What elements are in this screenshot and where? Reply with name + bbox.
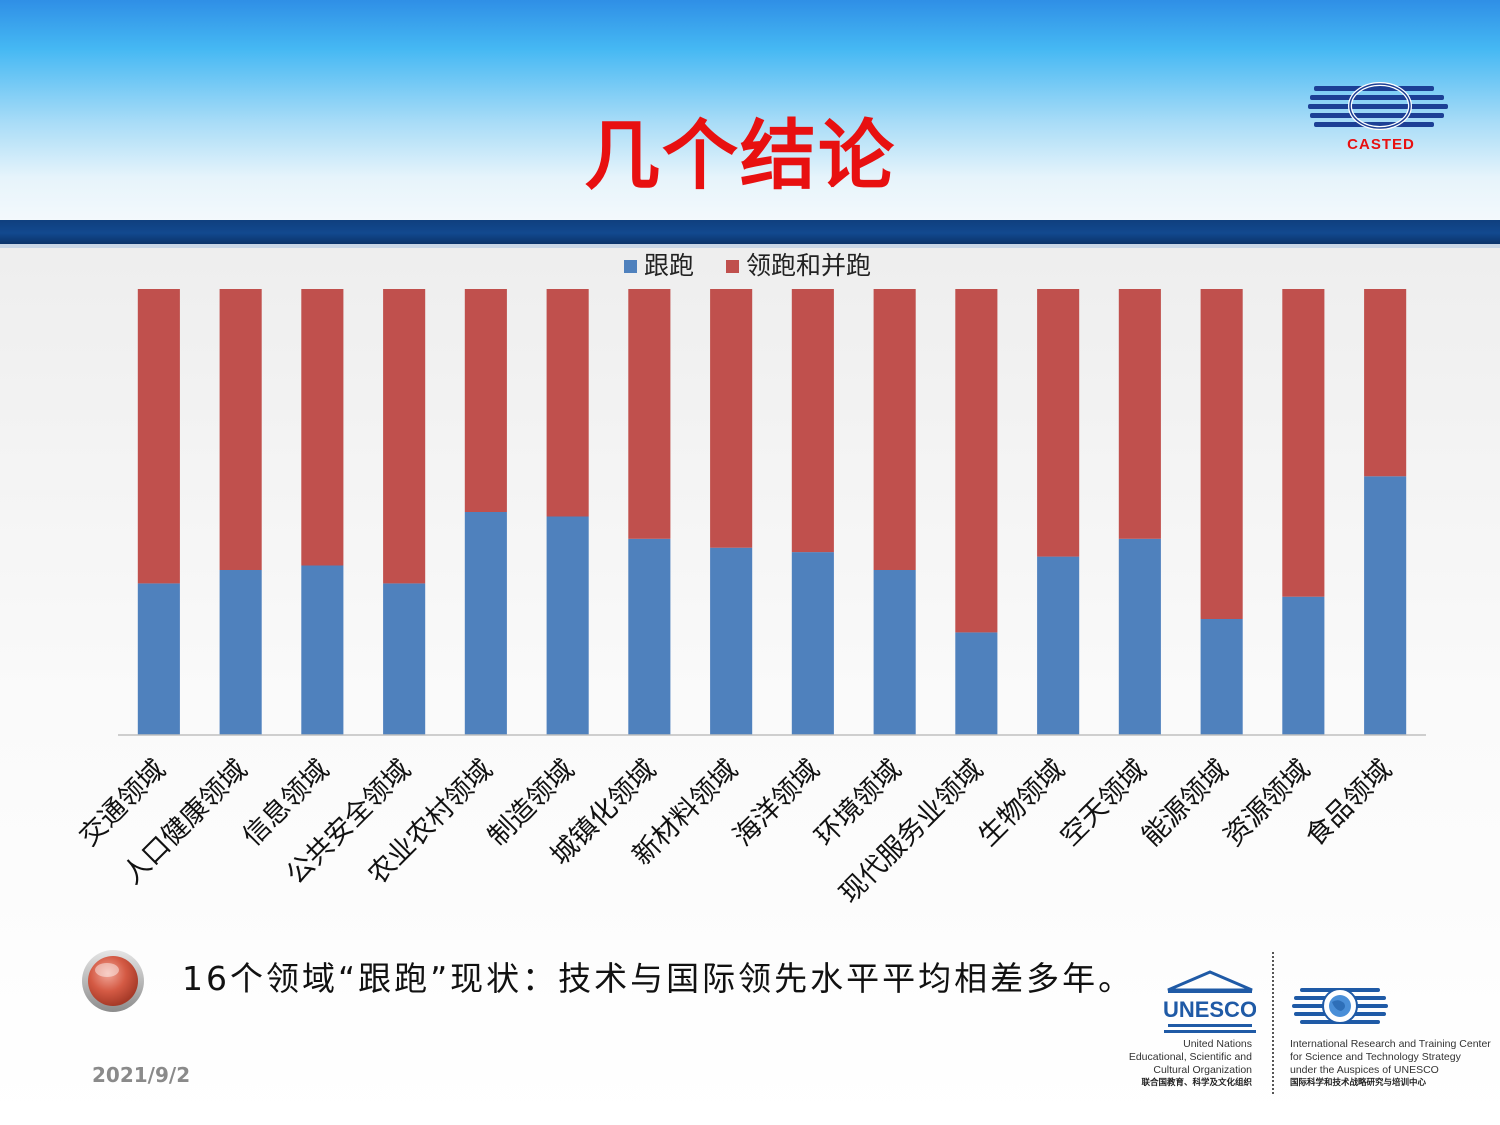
bar-lead-14 — [1282, 289, 1325, 597]
logo-divider — [1272, 952, 1274, 1094]
conclusion-text: 16个领域“跟跑”现状：技术与国际领先水平平均相差多年。 — [182, 959, 1135, 998]
x-tick-label-12: 空天领域 — [1055, 754, 1153, 852]
bar-lead-2 — [301, 289, 344, 566]
bar-lead-3 — [383, 289, 426, 584]
unesco-caption-cn: 联合国教育、科学及文化组织 — [1141, 1078, 1252, 1088]
header-background — [0, 0, 1500, 222]
chart-bars — [137, 289, 1407, 735]
irtc-caption-cn: 国际科学和技术战略研究与培训中心 — [1290, 1078, 1427, 1088]
unesco-caption-3: Cultural Organization — [1153, 1064, 1252, 1076]
bar-lead-10 — [955, 289, 998, 633]
bar-follow-10 — [955, 632, 998, 735]
bar-follow-13 — [1200, 619, 1243, 735]
bar-lead-8 — [791, 289, 834, 553]
bar-follow-6 — [628, 538, 671, 735]
bar-follow-4 — [464, 512, 507, 735]
bar-follow-11 — [1037, 556, 1080, 735]
legend-label-1: 领跑和并跑 — [746, 251, 871, 280]
slide-title: 几个结论 — [584, 111, 896, 200]
x-tick-label-15: 食品领域 — [1300, 754, 1398, 852]
bar-follow-7 — [710, 547, 753, 735]
bar-lead-11 — [1037, 289, 1080, 557]
bar-lead-12 — [1118, 289, 1161, 539]
slide-date: 2021/9/2 — [92, 1063, 191, 1087]
x-tick-label-8: 海洋领域 — [728, 754, 826, 852]
bar-lead-5 — [546, 289, 589, 517]
bar-follow-3 — [383, 583, 426, 735]
bar-follow-15 — [1364, 476, 1407, 735]
bar-follow-0 — [137, 583, 180, 735]
x-tick-label-10: 现代服务业领域 — [834, 754, 990, 910]
legend-label-0: 跟跑 — [644, 251, 694, 280]
bar-follow-1 — [219, 570, 262, 735]
header-stripe — [0, 244, 1500, 248]
bar-follow-5 — [546, 516, 589, 735]
casted-wordmark: CASTED — [1347, 136, 1415, 153]
x-axis-labels: 交通领域人口健康领域信息领域公共安全领域农业农村领域制造领域城镇化领域新材料领域… — [74, 754, 1398, 910]
x-tick-label-13: 能源领域 — [1136, 754, 1234, 852]
bullet-icon — [80, 948, 146, 1014]
legend-swatch-1 — [726, 260, 739, 273]
unesco-caption-2: Educational, Scientific and — [1128, 1051, 1252, 1063]
unesco-wordmark: UNESCO — [1164, 997, 1256, 1022]
bar-lead-0 — [137, 289, 180, 584]
irtc-logo — [1292, 988, 1388, 1024]
unesco-logo: UNESCO — [1164, 970, 1256, 1033]
chart-legend: 跟跑 领跑和并跑 — [624, 251, 871, 280]
legend-swatch-0 — [624, 260, 637, 273]
bar-lead-1 — [219, 289, 262, 570]
stacked-bar-chart: 跟跑 领跑和并跑 交通领域人口健康领域信息领域公共安全领域农业农村领域制造领域城镇… — [74, 251, 1426, 910]
bar-lead-7 — [710, 289, 753, 548]
bar-lead-6 — [628, 289, 671, 539]
irtc-caption-1: International Research and Training Cent… — [1290, 1038, 1491, 1050]
bar-follow-2 — [301, 565, 344, 735]
bar-lead-4 — [464, 289, 507, 512]
bar-follow-12 — [1118, 538, 1161, 735]
footer-logos: UNESCO United Nations Educational, Scien… — [1120, 950, 1500, 1100]
x-tick-label-11: 生物领域 — [973, 754, 1071, 852]
irtc-caption-2: for Science and Technology Strategy — [1290, 1051, 1461, 1063]
header-bar — [0, 220, 1500, 246]
bar-lead-15 — [1364, 289, 1407, 477]
casted-logo: CASTED — [1308, 82, 1448, 153]
bar-lead-9 — [873, 289, 916, 570]
x-tick-label-14: 资源领域 — [1218, 754, 1316, 852]
bar-lead-13 — [1200, 289, 1243, 619]
bar-follow-14 — [1282, 596, 1325, 735]
bar-follow-9 — [873, 570, 916, 735]
irtc-caption-3: under the Auspices of UNESCO — [1290, 1064, 1439, 1076]
bar-follow-8 — [791, 552, 834, 735]
unesco-caption-1: United Nations — [1183, 1038, 1252, 1050]
